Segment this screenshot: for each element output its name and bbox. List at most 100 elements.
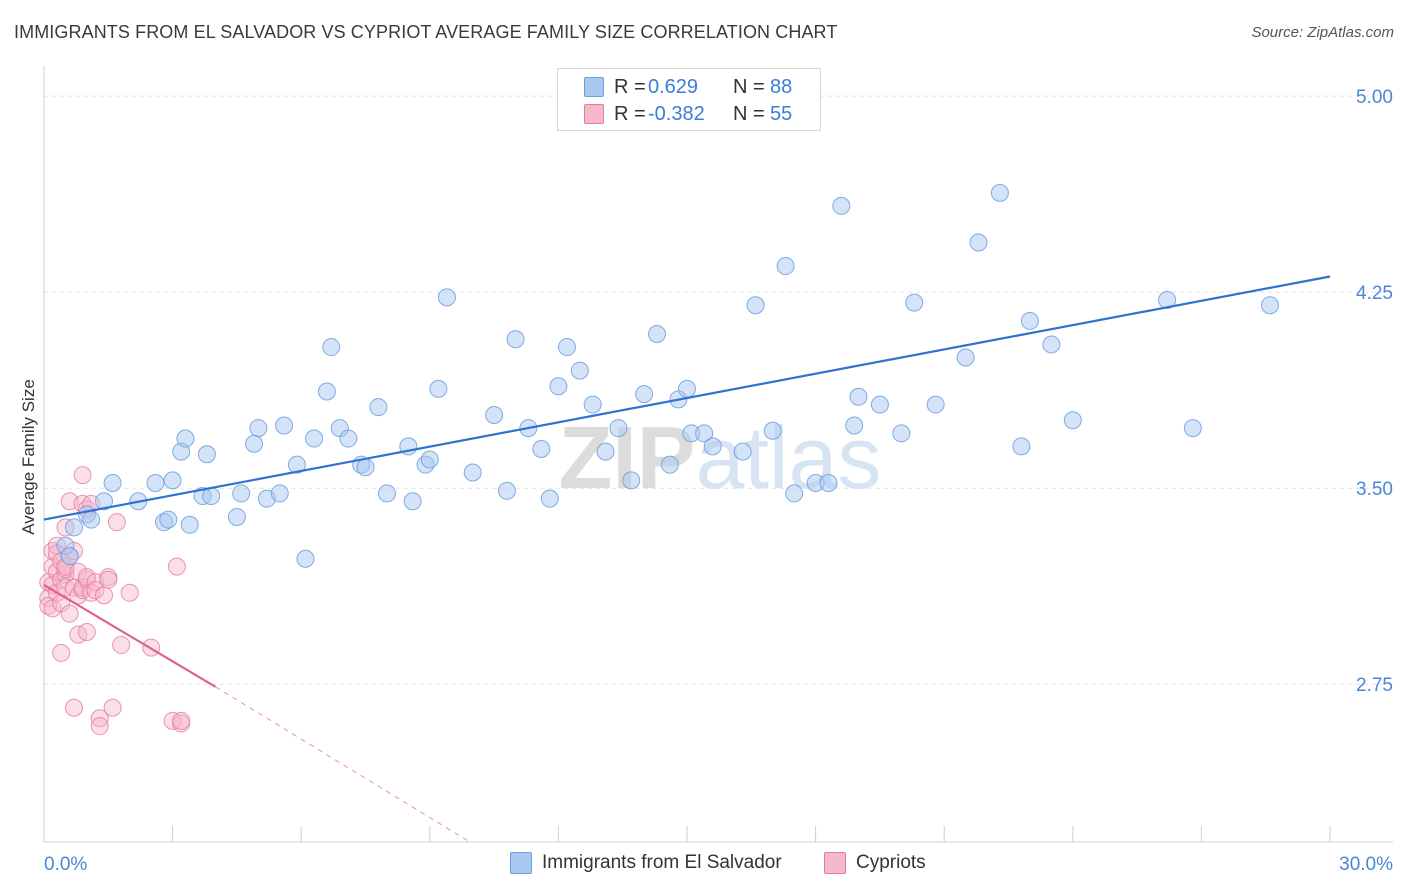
el-salvador-point <box>583 395 602 414</box>
cypriots-point <box>65 698 84 717</box>
el-salvador-point <box>849 387 868 406</box>
legend-swatch-blue <box>584 77 604 97</box>
cypriots-point <box>73 466 92 485</box>
legend-swatch-blue <box>510 852 532 874</box>
el-salvador-point <box>892 424 911 443</box>
cypriots-point <box>172 711 191 730</box>
el-salvador-point <box>159 510 178 529</box>
el-salvador-point <box>660 455 679 474</box>
el-salvador-point <box>249 419 268 438</box>
y-tick-label: 4.25 <box>1356 283 1393 304</box>
el-salvador-point <box>60 547 79 566</box>
el-salvador-point <box>82 510 101 529</box>
el-salvador-point <box>339 429 358 448</box>
el-salvador-point <box>622 471 641 490</box>
el-salvador-point <box>746 296 765 315</box>
cypriots-point <box>95 586 114 605</box>
el-salvador-point <box>990 183 1009 202</box>
cypriots-point <box>90 717 109 736</box>
el-salvador-point <box>270 484 289 503</box>
el-salvador-point <box>557 338 576 357</box>
el-salvador-point <box>532 440 551 458</box>
el-salvador-point <box>245 434 264 453</box>
el-salvador-point <box>763 421 782 440</box>
cypriots-point <box>60 604 79 623</box>
cypriots-point <box>77 622 96 641</box>
legend-label: Immigrants from El Salvador <box>542 852 782 873</box>
el-salvador-point <box>197 445 216 464</box>
el-salvador-point <box>403 492 422 511</box>
el-salvador-point <box>146 473 165 492</box>
el-salvador-point <box>275 416 294 435</box>
n-value: 88 <box>770 75 793 98</box>
r-label: R = <box>614 102 646 125</box>
y-axis-label: Average Family Size <box>19 379 38 535</box>
legend-item-cypriots[interactable]: Cypriots <box>824 852 926 874</box>
el-salvador-point <box>870 395 889 414</box>
axis-layer <box>43 66 1393 843</box>
el-salvador-point <box>485 406 504 425</box>
chart-title: IMMIGRANTS FROM EL SALVADOR VS CYPRIOT A… <box>14 22 838 42</box>
el-salvador-point <box>635 385 654 404</box>
cypriots-trend-extension <box>215 686 471 843</box>
el-salvador-points <box>56 183 1279 568</box>
r-value: -0.382 <box>648 102 705 125</box>
el-salvador-point <box>1183 419 1202 438</box>
cypriots-point <box>120 583 139 602</box>
cypriots-trend-line <box>43 583 217 688</box>
n-label: N = <box>733 102 765 125</box>
el-salvador-point <box>776 257 795 276</box>
el-salvador-point <box>1063 411 1082 430</box>
n-label: N = <box>733 75 765 98</box>
cypriots-point <box>52 643 71 662</box>
el-salvador-trend-line <box>43 275 1331 521</box>
el-salvador-point <box>322 338 341 357</box>
r-label: R = <box>614 75 646 98</box>
x-tick-label: 30.0% <box>1339 854 1393 875</box>
el-salvador-point <box>926 395 945 414</box>
el-salvador-point <box>785 484 804 503</box>
y-tick-label: 5.00 <box>1356 87 1393 108</box>
el-salvador-point <box>703 437 722 456</box>
el-salvador-point <box>369 398 388 417</box>
legend-item-el-salvador[interactable]: Immigrants from El Salvador <box>510 852 782 874</box>
el-salvador-point <box>65 518 84 537</box>
el-salvador-point <box>1042 335 1061 354</box>
el-salvador-point <box>317 382 336 401</box>
el-salvador-point <box>287 455 306 474</box>
el-salvador-point <box>232 484 251 503</box>
el-salvador-point <box>497 481 516 500</box>
y-tick-label: 2.75 <box>1356 675 1393 696</box>
cypriots-point <box>107 513 126 532</box>
legend-swatch-pink <box>824 852 846 874</box>
el-salvador-point <box>463 463 482 482</box>
el-salvador-point <box>1260 296 1279 315</box>
y-tick-labels: 2.75 3.50 4.25 5.00 <box>1356 87 1393 696</box>
el-salvador-point <box>176 429 195 448</box>
cypriots-point <box>99 570 118 589</box>
el-salvador-point <box>227 507 246 526</box>
el-salvador-point <box>429 379 448 398</box>
el-salvador-point <box>180 515 199 534</box>
cypriots-point <box>86 581 105 600</box>
el-salvador-point <box>103 473 122 492</box>
source-credit: Source: ZipAtlas.com <box>1251 24 1394 41</box>
el-salvador-point <box>678 379 696 398</box>
el-salvador-point <box>956 348 975 367</box>
el-salvador-point <box>95 492 114 511</box>
el-salvador-point <box>1158 291 1177 310</box>
el-salvador-point <box>647 324 666 343</box>
el-salvador-point <box>832 196 851 215</box>
el-salvador-point <box>905 293 924 312</box>
x-tick-labels: 0.0% 30.0% <box>44 854 1393 875</box>
el-salvador-point <box>845 416 864 435</box>
el-salvador-point <box>733 442 752 461</box>
el-salvador-point <box>1020 311 1039 330</box>
el-salvador-point <box>570 361 589 380</box>
el-salvador-point <box>506 330 525 349</box>
el-salvador-point <box>969 233 988 252</box>
cypriots-point <box>103 698 122 717</box>
n-value: 55 <box>770 102 793 125</box>
el-salvador-point <box>609 419 628 438</box>
